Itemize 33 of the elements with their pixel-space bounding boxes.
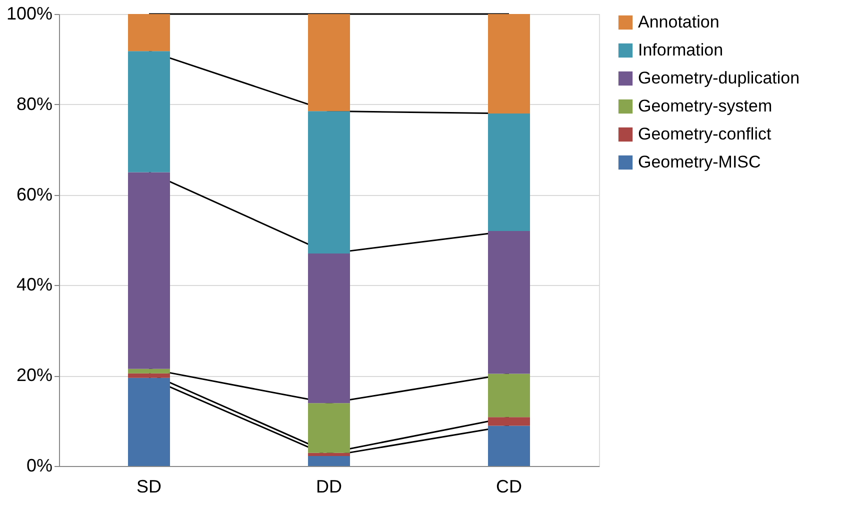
x-tick-label: DD (316, 476, 342, 496)
bar (308, 254, 350, 404)
legend-label: Geometry-conflict (638, 124, 772, 144)
bar (128, 51, 170, 172)
legend-label: Geometry-system (638, 96, 772, 116)
x-tick-label: SD (136, 476, 162, 496)
y-tick-label: 0% (26, 456, 52, 476)
legend-label: Annotation (638, 12, 720, 32)
bar (128, 378, 170, 466)
bar (488, 230, 530, 374)
legend-label: Geometry-duplication (638, 68, 800, 88)
bar (128, 172, 170, 369)
legend-label: Information (638, 40, 724, 60)
bar (308, 452, 350, 456)
legend-label: Geometry-MISC (638, 152, 761, 172)
y-tick-label: 100% (6, 4, 52, 24)
bar (488, 426, 530, 466)
bar (128, 368, 170, 374)
bar (128, 14, 170, 52)
y-tick-label: 80% (16, 94, 52, 114)
bar (488, 374, 530, 418)
bar (308, 403, 350, 453)
bar (488, 113, 530, 231)
y-tick-label: 40% (16, 274, 52, 295)
bar (308, 14, 350, 112)
bar (488, 14, 530, 114)
y-tick-label: 20% (16, 365, 52, 386)
bar (308, 111, 350, 254)
x-tick-label: CD (496, 476, 522, 496)
y-tick-label: 60% (16, 184, 52, 204)
bar (488, 417, 530, 426)
bar (308, 456, 350, 466)
bar (128, 373, 170, 378)
